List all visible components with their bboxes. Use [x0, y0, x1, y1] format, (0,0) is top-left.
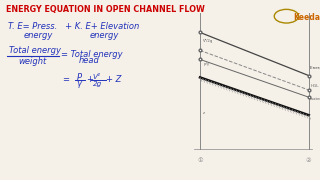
- Text: HGL: HGL: [310, 84, 319, 88]
- Text: γ: γ: [77, 79, 82, 88]
- Text: water surface: water surface: [310, 97, 320, 101]
- Text: Keeda: Keeda: [293, 13, 320, 22]
- Text: weight: weight: [19, 57, 47, 66]
- Text: head: head: [78, 56, 99, 65]
- Text: V²/2g: V²/2g: [203, 39, 213, 43]
- Text: V²: V²: [92, 74, 100, 80]
- Text: ②: ②: [306, 158, 312, 163]
- Text: z: z: [203, 111, 205, 115]
- Text: ①: ①: [197, 158, 203, 163]
- Text: = Total energy: = Total energy: [61, 50, 123, 59]
- Text: T. E= Press.   + K. E+ Elevation: T. E= Press. + K. E+ Elevation: [8, 22, 139, 31]
- Text: energy: energy: [90, 31, 119, 40]
- Text: ENERGY EQUATION IN OPEN CHANNEL FLOW: ENERGY EQUATION IN OPEN CHANNEL FLOW: [6, 5, 205, 14]
- Text: + Z: + Z: [106, 75, 122, 84]
- Text: Total energy: Total energy: [9, 46, 61, 55]
- Text: energy: energy: [24, 31, 53, 40]
- Text: +: +: [86, 75, 93, 84]
- Text: =: =: [62, 75, 69, 84]
- Text: 2g: 2g: [93, 81, 102, 87]
- Text: P: P: [77, 73, 82, 82]
- Text: Energy Grade: Energy Grade: [310, 66, 320, 70]
- Text: p/γ: p/γ: [203, 62, 209, 66]
